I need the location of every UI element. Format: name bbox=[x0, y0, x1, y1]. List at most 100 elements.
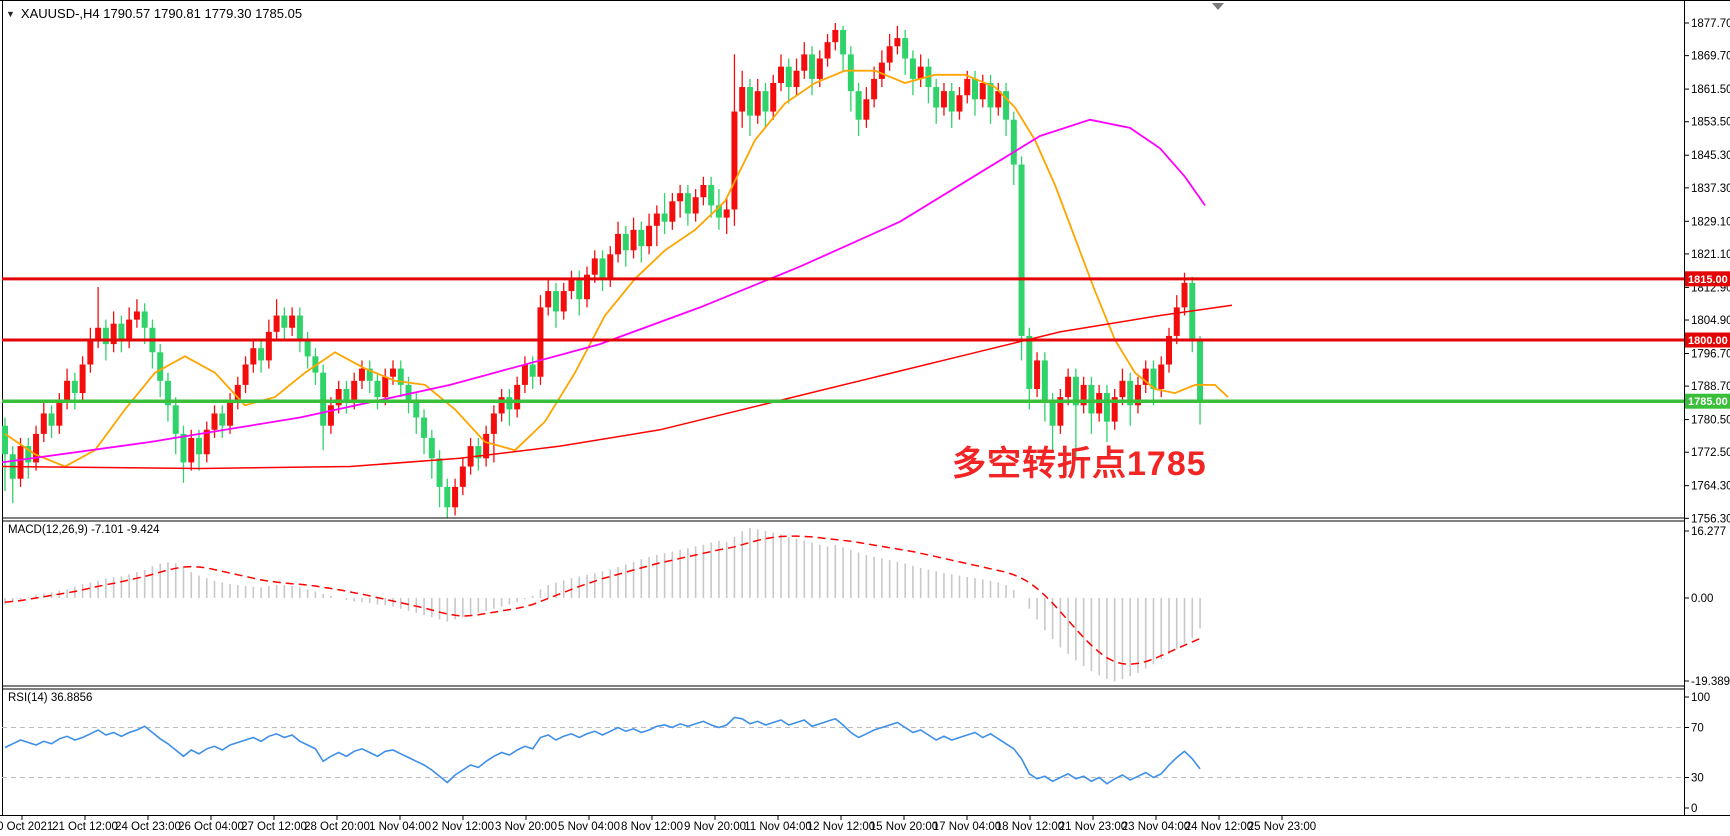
candle bbox=[669, 201, 676, 222]
candle bbox=[723, 209, 730, 218]
time-tick-label: 20 Oct 2021 bbox=[0, 821, 53, 833]
candle bbox=[847, 54, 854, 92]
candle bbox=[64, 380, 71, 402]
price-badge bbox=[1685, 393, 1730, 409]
candle bbox=[840, 29, 847, 55]
candle bbox=[327, 405, 334, 426]
candle bbox=[172, 405, 179, 434]
rsi-tick-label: 100 bbox=[1691, 692, 1710, 704]
candle bbox=[700, 184, 707, 198]
rsi-tick-label: 70 bbox=[1691, 723, 1704, 735]
candle bbox=[2, 425, 8, 455]
candle bbox=[1103, 393, 1110, 422]
candle bbox=[1181, 282, 1188, 308]
candle bbox=[374, 380, 381, 398]
candle bbox=[188, 437, 195, 463]
candle bbox=[692, 197, 699, 214]
candle bbox=[1026, 335, 1033, 389]
candle bbox=[79, 364, 86, 394]
time-tick-label: 18 Nov 12:00 bbox=[996, 821, 1064, 833]
candle bbox=[390, 368, 396, 377]
candle bbox=[110, 323, 117, 345]
candle bbox=[164, 380, 171, 406]
candle bbox=[778, 66, 784, 83]
candle bbox=[731, 111, 738, 210]
time-tick-label: 2 Nov 12:00 bbox=[432, 821, 494, 833]
price-tick-label: 1877.70 bbox=[1691, 18, 1730, 30]
candle bbox=[1049, 401, 1056, 426]
time-tick-label: 27 Oct 12:00 bbox=[241, 821, 307, 833]
annotation-text[interactable]: 多空转折点1785 bbox=[952, 445, 1207, 483]
price-badge-label: 1800.00 bbox=[1688, 335, 1728, 347]
price-tick-label: 1845.30 bbox=[1691, 150, 1730, 162]
candle bbox=[452, 486, 459, 508]
chart-shift-marker-icon[interactable] bbox=[1212, 3, 1224, 10]
candle bbox=[56, 401, 63, 426]
ma-slow-red bbox=[1, 304, 1233, 470]
candle bbox=[653, 213, 660, 226]
candle bbox=[871, 78, 878, 100]
candle bbox=[537, 307, 544, 377]
candle bbox=[1010, 119, 1017, 165]
price-tick-label: 1853.50 bbox=[1691, 117, 1730, 129]
candle bbox=[622, 233, 629, 251]
candle bbox=[95, 327, 102, 341]
candle bbox=[979, 82, 986, 100]
candle bbox=[1057, 397, 1064, 426]
macd-tick-label: 16.277 bbox=[1691, 526, 1726, 538]
candle bbox=[1111, 397, 1118, 422]
candle bbox=[475, 446, 482, 459]
candle bbox=[615, 233, 622, 255]
candle bbox=[1119, 380, 1126, 398]
candle bbox=[312, 356, 319, 373]
time-tick-label: 21 Oct 12:00 bbox=[52, 821, 118, 833]
candle bbox=[296, 315, 303, 341]
candle bbox=[40, 413, 47, 434]
candle bbox=[1018, 164, 1025, 336]
candle bbox=[397, 368, 404, 385]
candle bbox=[1134, 384, 1141, 406]
price-badge bbox=[1685, 332, 1730, 348]
candle bbox=[219, 413, 226, 426]
collapse-marker-icon[interactable]: ▼ bbox=[6, 8, 15, 19]
candle bbox=[584, 274, 590, 300]
candle bbox=[444, 486, 451, 508]
candle bbox=[320, 372, 327, 426]
candle bbox=[242, 364, 249, 385]
candle bbox=[1158, 364, 1165, 389]
candle bbox=[1166, 335, 1172, 365]
price-tick-label: 1780.50 bbox=[1691, 415, 1730, 427]
macd-tick-label: -19.389 bbox=[1691, 676, 1730, 688]
price-tick-label: 1829.10 bbox=[1691, 216, 1730, 228]
price-axis[interactable]: 1877.70 1869.70 1861.50 1853.50 1845.30 1837.… bbox=[1684, 18, 1730, 815]
rsi-panel[interactable] bbox=[2, 727, 1684, 778]
rsi-tick-label: 30 bbox=[1691, 773, 1704, 785]
price-tick-label: 1764.30 bbox=[1691, 481, 1730, 493]
candle bbox=[521, 364, 528, 385]
candle bbox=[607, 254, 614, 279]
time-tick-label: 21 Nov 23:00 bbox=[1059, 821, 1127, 833]
candle bbox=[545, 291, 552, 308]
candle bbox=[157, 352, 164, 381]
candle bbox=[250, 348, 257, 365]
macd-panel[interactable] bbox=[4, 527, 1201, 682]
time-tick-label: 25 Nov 23:00 bbox=[1248, 821, 1316, 833]
macd-indicator-label: MACD(12,26,9) -7.101 -9.424 bbox=[8, 524, 160, 536]
candle bbox=[498, 397, 505, 414]
candle bbox=[684, 193, 691, 214]
candle bbox=[894, 38, 901, 47]
candle bbox=[1096, 393, 1103, 414]
candle bbox=[824, 42, 831, 59]
candle bbox=[17, 446, 24, 479]
candle bbox=[514, 384, 521, 410]
candle bbox=[413, 401, 420, 418]
time-tick-label: 26 Oct 04:00 bbox=[178, 821, 244, 833]
candle bbox=[1142, 368, 1149, 385]
candle bbox=[1173, 307, 1180, 336]
candle bbox=[490, 413, 497, 434]
candle bbox=[483, 433, 490, 459]
price-badge-label: 1815.00 bbox=[1688, 274, 1728, 286]
price-tick-label: 1837.30 bbox=[1691, 183, 1730, 195]
